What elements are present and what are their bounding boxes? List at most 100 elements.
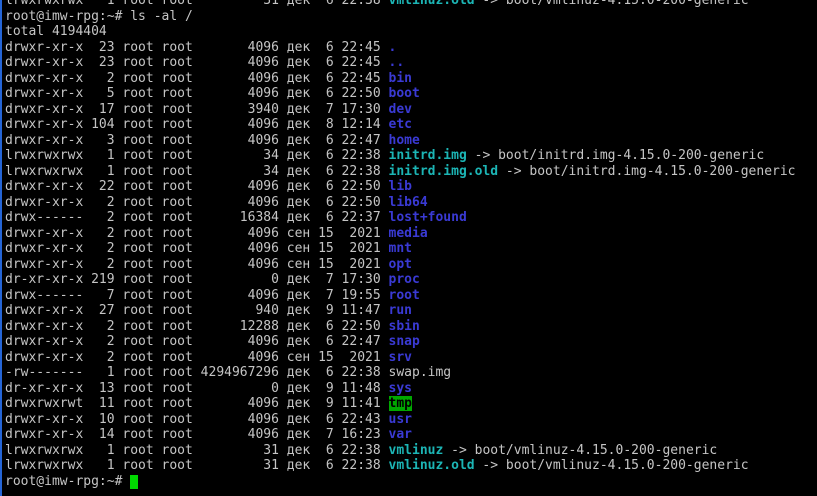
ls-entry-media: drwxr-xr-x 2 root root 4096 сен 15 2021 … <box>5 226 817 242</box>
file-name: srv <box>388 349 412 365</box>
prompt-line: root@imw-rpg:~# <box>5 474 817 490</box>
entry-meta: lrwxrwxrwx 1 root root 31 дек 6 22:38 <box>5 0 389 8</box>
file-name: snap <box>388 334 420 349</box>
file-name: run <box>388 303 412 318</box>
entry-meta: dr-xr-xr-x 219 root root 0 дек 7 17:30 <box>5 272 389 287</box>
file-name: vmlinuz <box>388 442 444 458</box>
file-name: .. <box>388 55 405 70</box>
file-name: vmlinuz.old <box>388 0 475 8</box>
file-name: root <box>388 287 420 303</box>
entry-meta: drwxr-xr-x 22 root root 4096 дек 6 22:50 <box>5 179 389 194</box>
entry-meta: drwxr-xr-x 2 root root 4096 сен 15 2021 <box>5 241 389 256</box>
file-name: lib <box>388 179 412 194</box>
file-name: etc <box>388 117 412 132</box>
entry-meta: drwx------ 7 root root 4096 дек 7 19:55 <box>5 287 389 303</box>
file-name: bin <box>388 70 412 86</box>
ls-entry-sys: dr-xr-xr-x 13 root root 0 дек 9 11:48 sy… <box>5 381 817 397</box>
file-name: mnt <box>388 241 412 256</box>
ls-entry-sbin: drwxr-xr-x 2 root root 12288 дек 6 22:50… <box>5 319 817 335</box>
symlink-target: -> boot/vmlinuz-4.15.0-200-generic <box>443 442 718 458</box>
ls-entry-vmlinuz.old: lrwxrwxrwx 1 root root 31 дек 6 22:38 vm… <box>5 458 817 474</box>
entry-meta: drwxr-xr-x 104 root root 4096 дек 8 12:1… <box>5 117 389 132</box>
file-name: boot <box>388 86 420 101</box>
ls-entry-lib: drwxr-xr-x 22 root root 4096 дек 6 22:50… <box>5 179 817 195</box>
file-name: lost+found <box>388 210 467 225</box>
file-name: dev <box>388 101 412 117</box>
file-name: lib64 <box>388 194 428 210</box>
file-name: usr <box>388 411 412 427</box>
ls-entry-boot: drwxr-xr-x 5 root root 4096 дек 6 22:50 … <box>5 86 817 102</box>
command-text: ls -al / <box>130 8 193 24</box>
ls-entry-lost+found: drwx------ 2 root root 16384 дек 6 22:37… <box>5 210 817 226</box>
entry-meta: drwxr-xr-x 23 root root 4096 дек 6 22:45 <box>5 39 389 55</box>
total-line: total 4194404 <box>5 24 817 40</box>
file-name: media <box>388 225 428 241</box>
window-border-left <box>0 0 2 496</box>
entry-meta: drwxr-xr-x 5 root root 4096 дек 6 22:50 <box>5 86 389 101</box>
entry-meta: drwxr-xr-x 2 root root 4096 сен 15 2021 <box>5 349 389 365</box>
total-line: total 4194404 <box>5 24 107 39</box>
ls-entry-vmlinuz: lrwxrwxrwx 1 root root 31 дек 6 22:38 vm… <box>5 443 817 459</box>
ls-entry-swap.img: -rw------- 1 root root 4294967296 дек 6 … <box>5 365 817 381</box>
entry-meta: lrwxrwxrwx 1 root root 34 дек 6 22:38 <box>5 163 389 179</box>
ls-entry-home: drwxr-xr-x 3 root root 4096 дек 6 22:47 … <box>5 133 817 149</box>
ls-entry-initrd.img.old: lrwxrwxrwx 1 root root 34 дек 6 22:38 in… <box>5 164 817 180</box>
ls-entry-proc: dr-xr-xr-x 219 root root 0 дек 7 17:30 p… <box>5 272 817 288</box>
file-name: opt <box>388 256 412 272</box>
entry-meta: drwxr-xr-x 2 root root 4096 дек 6 22:47 <box>5 334 389 349</box>
file-name: . <box>388 39 397 55</box>
ls-entry-root: drwx------ 7 root root 4096 дек 7 19:55 … <box>5 288 817 304</box>
ls-entry-lib64: drwxr-xr-x 2 root root 4096 дек 6 22:50 … <box>5 195 817 211</box>
file-name: home <box>388 132 420 148</box>
entry-meta: -rw------- 1 root root 4294967296 дек 6 … <box>5 365 389 380</box>
entry-meta: drwxr-xr-x 2 root root 4096 дек 6 22:45 <box>5 70 389 86</box>
entry-meta: drwxrwxrwt 11 root root 4096 дек 9 11:41 <box>5 396 389 411</box>
entry-meta: drwxr-xr-x 2 root root 4096 сен 15 2021 <box>5 256 389 272</box>
prompt-line: root@imw-rpg:~# ls -al / <box>5 9 817 25</box>
ls-entry-bin: drwxr-xr-x 2 root root 4096 дек 6 22:45 … <box>5 71 817 87</box>
file-name: vmlinuz.old <box>388 458 475 473</box>
entry-meta: lrwxrwxrwx 1 root root 34 дек 6 22:38 <box>5 148 389 163</box>
entry-meta: dr-xr-xr-x 13 root root 0 дек 9 11:48 <box>5 380 389 396</box>
symlink-target: -> boot/vmlinuz-4.15.0-200-generic <box>474 0 749 8</box>
entry-meta: drwxr-xr-x 2 root root 4096 дек 6 22:50 <box>5 194 389 210</box>
file-name: sys <box>388 380 412 396</box>
file-name: initrd.img.old <box>388 163 499 179</box>
shell-prompt: root@imw-rpg:~# <box>5 473 131 489</box>
file-name: proc <box>388 272 420 287</box>
ls-entry-..: drwxr-xr-x 23 root root 4096 дек 6 22:45… <box>5 55 817 71</box>
ls-entry-initrd.img: lrwxrwxrwx 1 root root 34 дек 6 22:38 in… <box>5 148 817 164</box>
symlink-target: -> boot/initrd.img-4.15.0-200-generic <box>498 163 796 179</box>
ls-entry-mnt: drwxr-xr-x 2 root root 4096 сен 15 2021 … <box>5 241 817 257</box>
entry-meta: drwxr-xr-x 17 root root 3940 дек 7 17:30 <box>5 101 389 117</box>
entry-meta: lrwxrwxrwx 1 root root 31 дек 6 22:38 <box>5 458 389 473</box>
ls-entry-srv: drwxr-xr-x 2 root root 4096 сен 15 2021 … <box>5 350 817 366</box>
ls-entry-.: drwxr-xr-x 23 root root 4096 дек 6 22:45… <box>5 40 817 56</box>
symlink-target: -> boot/vmlinuz-4.15.0-200-generic <box>474 458 749 473</box>
ls-entry-run: drwxr-xr-x 27 root root 940 дек 9 11:47 … <box>5 303 817 319</box>
file-name: tmp <box>388 396 412 411</box>
entry-meta: drwxr-xr-x 27 root root 940 дек 9 11:47 <box>5 303 389 318</box>
ls-entry-vmlinuz.old: lrwxrwxrwx 1 root root 31 дек 6 22:38 vm… <box>5 0 817 9</box>
ls-entry-tmp: drwxrwxrwt 11 root root 4096 дек 9 11:41… <box>5 396 817 412</box>
entry-meta: drwxr-xr-x 23 root root 4096 дек 6 22:45 <box>5 55 389 70</box>
ls-entry-opt: drwxr-xr-x 2 root root 4096 сен 15 2021 … <box>5 257 817 273</box>
shell-prompt: root@imw-rpg:~# <box>5 8 131 24</box>
ls-entry-dev: drwxr-xr-x 17 root root 3940 дек 7 17:30… <box>5 102 817 118</box>
file-name: sbin <box>388 318 420 334</box>
cursor <box>130 474 139 489</box>
entry-meta: drwxr-xr-x 10 root root 4096 дек 6 22:43 <box>5 411 389 427</box>
entry-meta: drwxr-xr-x 2 root root 4096 сен 15 2021 <box>5 225 389 241</box>
entry-meta: lrwxrwxrwx 1 root root 31 дек 6 22:38 <box>5 442 389 458</box>
file-name: initrd.img <box>388 148 467 163</box>
file-name: swap.img <box>388 365 452 380</box>
symlink-target: -> boot/initrd.img-4.15.0-200-generic <box>466 148 765 163</box>
file-name: var <box>388 427 412 442</box>
ls-entry-var: drwxr-xr-x 14 root root 4096 дек 7 16:23… <box>5 427 817 443</box>
entry-meta: drwxr-xr-x 2 root root 12288 дек 6 22:50 <box>5 318 389 334</box>
ls-entry-etc: drwxr-xr-x 104 root root 4096 дек 8 12:1… <box>5 117 817 133</box>
entry-meta: drwxr-xr-x 14 root root 4096 дек 7 16:23 <box>5 427 389 442</box>
entry-meta: drwxr-xr-x 3 root root 4096 дек 6 22:47 <box>5 132 389 148</box>
